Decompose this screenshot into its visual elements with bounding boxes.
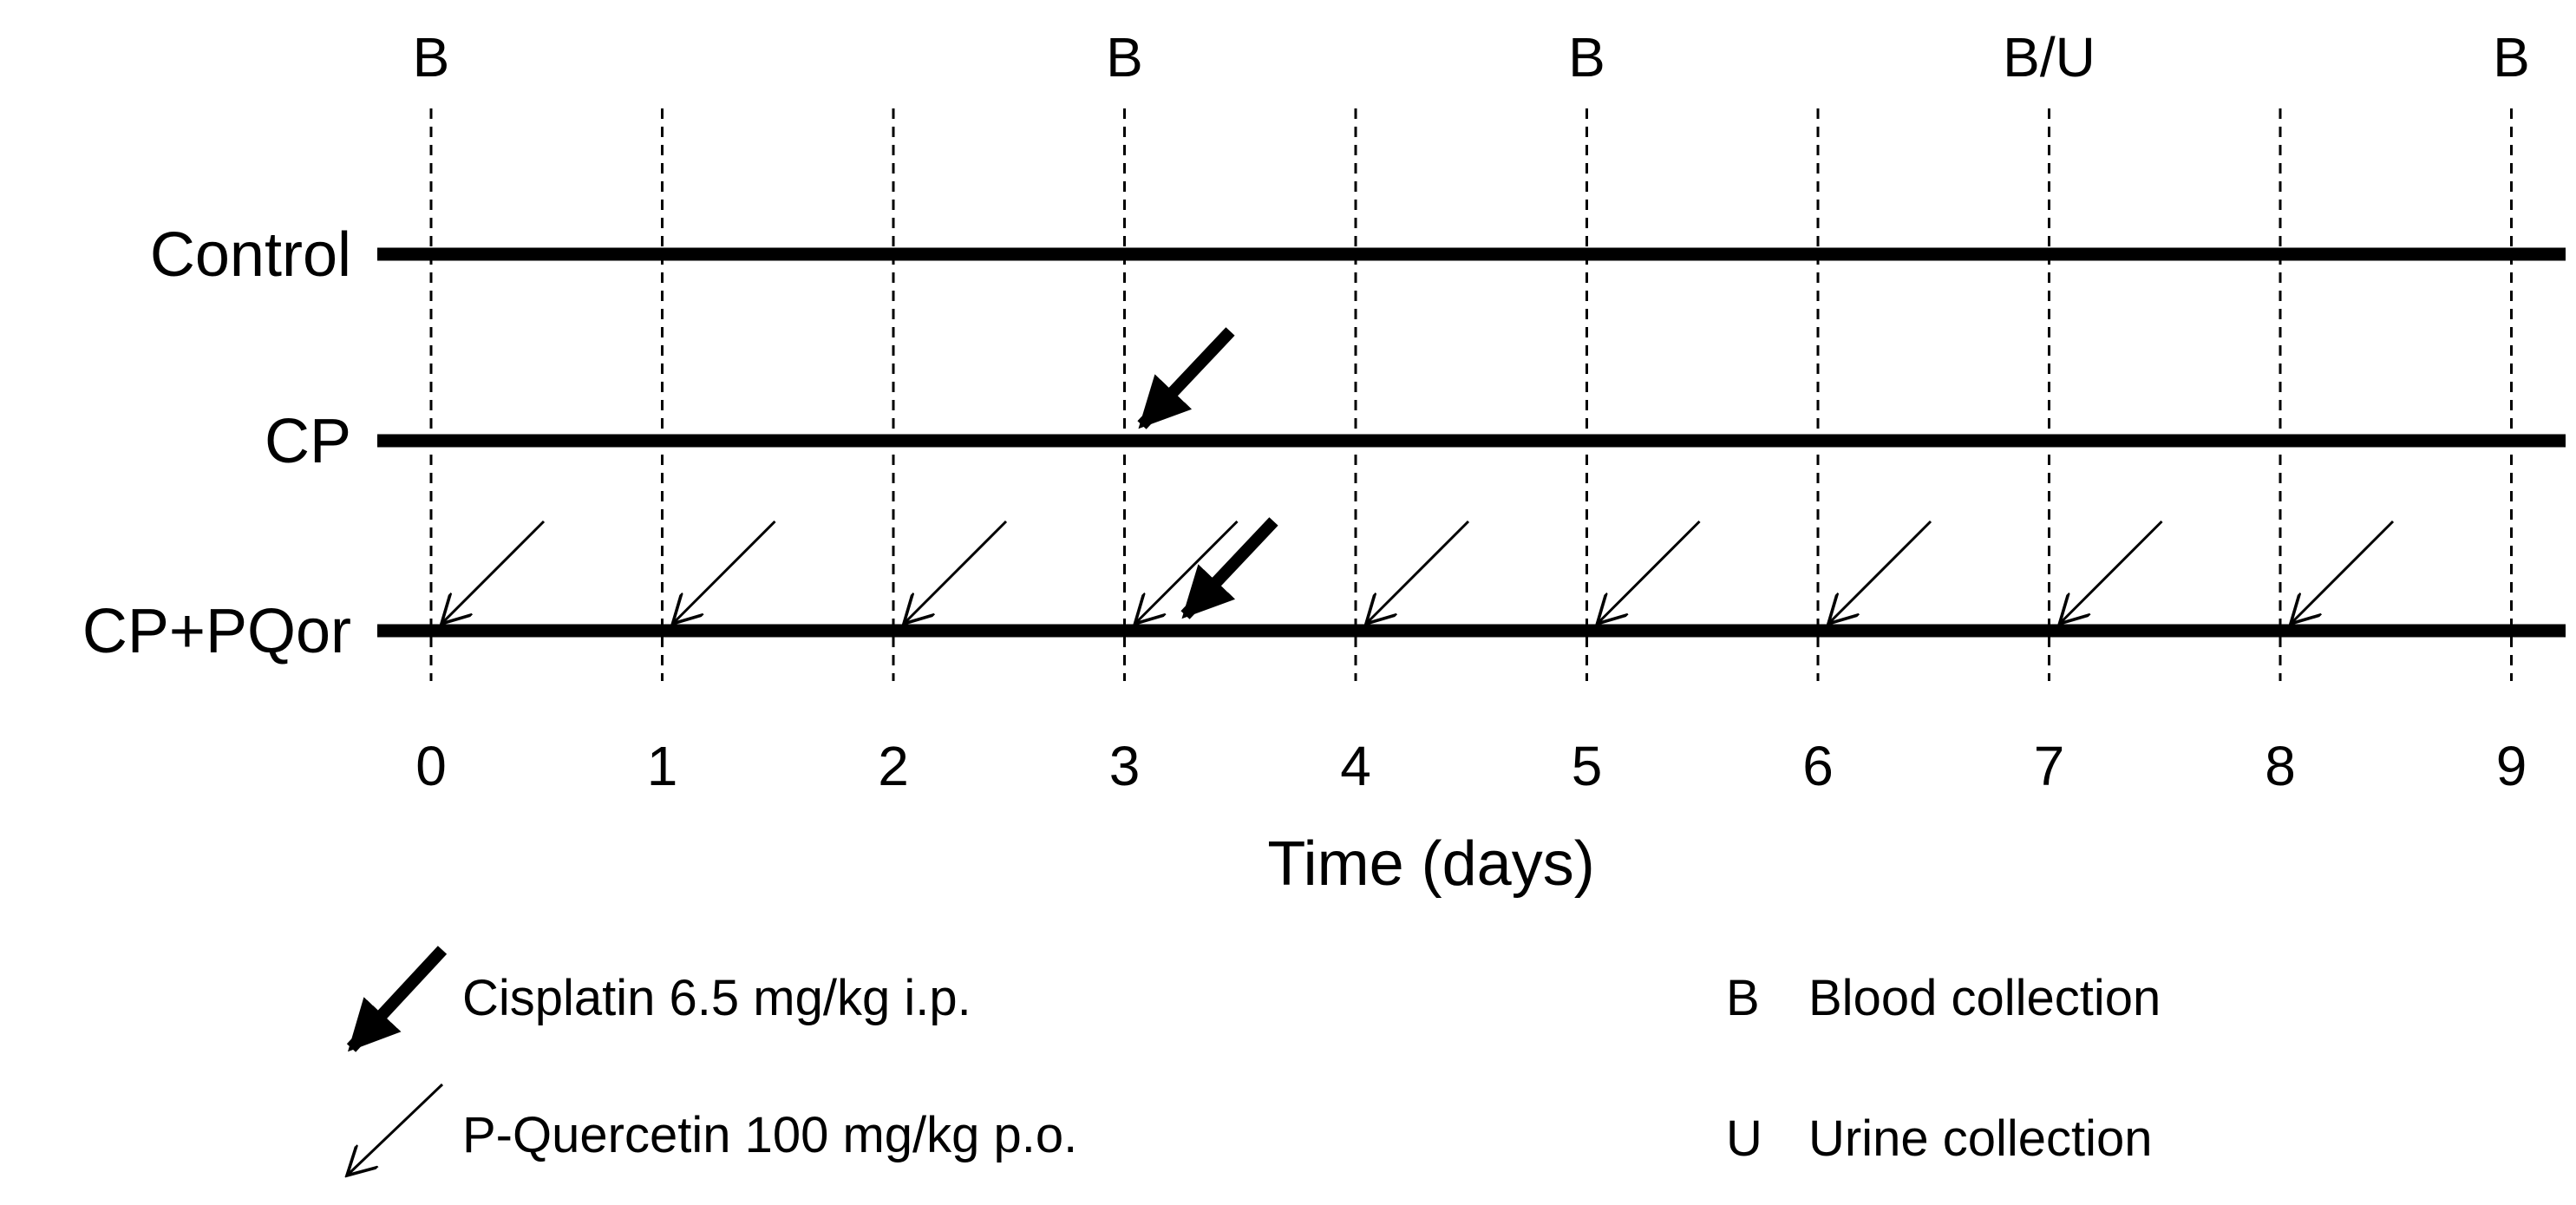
legend-blood-key: B: [1726, 970, 1760, 1026]
day-tick-label-5: 5: [1572, 735, 1603, 797]
quercetin-arrow-day-0: [441, 520, 546, 624]
thin-arrow-icon: [347, 1083, 444, 1176]
group-label-1: CP: [265, 407, 351, 476]
group-label-2: CP+PQor: [82, 597, 351, 666]
group-row-2: CP+PQor: [82, 517, 2566, 666]
quercetin-arrow-day-7: [2060, 520, 2163, 624]
group-row-0: Control: [150, 220, 2566, 290]
legend-urine-text: Urine collection: [1808, 1110, 2153, 1167]
day-tick-label-0: 0: [415, 735, 447, 797]
day-tick-label-2: 2: [878, 735, 909, 797]
quercetin-arrow-day-8: [2291, 520, 2395, 624]
day-tick-label-7: 7: [2034, 735, 2065, 797]
day-tick-label-1: 1: [647, 735, 678, 797]
thick-arrow-icon: [346, 946, 448, 1052]
group-row-1: CP: [265, 327, 2566, 476]
collection-label-0: B: [413, 26, 450, 88]
quercetin-arrow-day-5: [1598, 520, 1701, 624]
group-rows: Control CP CP+PQor: [82, 220, 2566, 666]
quercetin-arrow-day-1: [673, 520, 776, 624]
collection-label-3: B/U: [2003, 26, 2095, 88]
quercetin-arrow-day-6: [1828, 520, 1932, 624]
day-tick-label-4: 4: [1340, 735, 1371, 797]
day-tick-label-3: 3: [1109, 735, 1141, 797]
collection-label-2: B: [1568, 26, 1605, 88]
quercetin-arrow-day-4: [1366, 520, 1470, 624]
group-label-0: Control: [150, 220, 351, 290]
quercetin-arrow-day-2: [904, 520, 1008, 624]
legend-blood-text: Blood collection: [1808, 970, 2161, 1026]
day-gridlines: [429, 108, 2513, 681]
cisplatin-arrow-day-3: [1137, 327, 1235, 429]
collection-labels: B B B B/U B: [413, 26, 2530, 88]
day-tick-label-8: 8: [2265, 735, 2296, 797]
day-tick-label-6: 6: [1802, 735, 1834, 797]
day-tick-labels: 0 1 2 3 4 5 6 7 8 9: [415, 735, 2527, 797]
collection-label-1: B: [1106, 26, 1143, 88]
legend-quercetin-text: P-Quercetin 100 mg/kg p.o.: [462, 1107, 1077, 1163]
legend-cisplatin-text: Cisplatin 6.5 mg/kg i.p.: [462, 970, 971, 1026]
legend-urine-key: U: [1726, 1110, 1762, 1167]
legend: Cisplatin 6.5 mg/kg i.p. P-Quercetin 100…: [346, 946, 2161, 1176]
collection-label-4: B: [2493, 26, 2530, 88]
cisplatin-arrow-day-3: [1180, 517, 1278, 619]
time-axis-label: Time (days): [1267, 829, 1594, 899]
day-tick-label-9: 9: [2496, 735, 2527, 797]
